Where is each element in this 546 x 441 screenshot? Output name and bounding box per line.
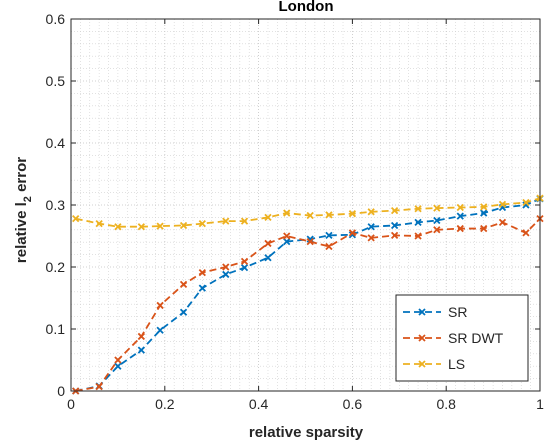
data-point-marker	[137, 332, 145, 341]
x-tick-label: 1	[536, 396, 544, 412]
data-point-marker	[433, 204, 441, 212]
data-point-marker	[480, 209, 488, 217]
y-axis-label-suffix: error	[13, 157, 30, 196]
data-point-marker	[522, 201, 530, 209]
data-point-marker	[240, 263, 249, 272]
y-tick-label: 0.2	[46, 259, 66, 275]
data-point-marker	[264, 213, 272, 222]
data-point-marker	[522, 229, 530, 237]
data-point-marker	[348, 210, 357, 218]
data-point-marker	[325, 242, 333, 251]
data-point-marker	[456, 224, 464, 233]
y-tick-label: 0.4	[46, 135, 66, 151]
data-point-marker	[414, 232, 422, 240]
data-point-marker	[283, 232, 291, 240]
data-point-marker	[418, 360, 426, 368]
data-point-marker	[390, 231, 399, 240]
data-point-marker	[179, 280, 188, 288]
data-point-marker	[367, 208, 375, 216]
x-tick-label: 0.8	[436, 396, 456, 412]
data-point-marker	[240, 217, 249, 225]
data-point-marker	[498, 218, 507, 226]
data-point-marker	[222, 263, 230, 271]
data-point-marker	[418, 334, 426, 342]
data-point-marker	[95, 383, 103, 391]
data-point-marker	[390, 221, 399, 230]
data-point-marker	[390, 206, 399, 215]
data-point-marker	[306, 237, 314, 246]
data-point-marker	[283, 237, 291, 246]
y-axis: 0 0.1 0.2 0.3 0.4 0.5 0.6	[46, 11, 540, 399]
legend-item: SR	[403, 304, 467, 320]
data-point-marker	[156, 222, 164, 230]
data-point-marker	[198, 219, 206, 228]
data-point-marker	[325, 211, 333, 219]
data-point-marker	[433, 226, 441, 234]
y-axis-label: relative l2 error	[13, 157, 34, 263]
data-point-marker	[264, 254, 272, 262]
data-point-marker	[137, 223, 145, 231]
data-point-marker	[264, 239, 272, 248]
data-point-marker	[156, 301, 164, 310]
data-point-marker	[456, 212, 464, 220]
data-point-marker	[306, 211, 314, 220]
legend-item: LS	[403, 356, 465, 372]
data-point-marker	[414, 218, 422, 226]
data-point-marker	[325, 231, 333, 240]
data-point-marker	[198, 268, 206, 277]
y-axis-label-subscript: 2	[22, 196, 34, 202]
data-point-marker	[114, 356, 122, 364]
data-point-marker	[498, 200, 507, 209]
data-point-marker	[240, 257, 249, 266]
data-point-marker	[433, 216, 441, 225]
data-point-marker	[522, 198, 530, 207]
y-tick-label: 0.1	[46, 321, 66, 337]
data-point-marker	[348, 229, 357, 237]
data-point-marker	[95, 219, 103, 228]
legend-label: LS	[448, 356, 465, 372]
y-tick-label: 0.6	[46, 11, 66, 27]
data-point-marker	[480, 224, 488, 233]
data-point-marker	[222, 217, 230, 225]
data-point-marker	[306, 235, 314, 243]
legend: SR SR DWT LS	[395, 294, 529, 382]
data-point-marker	[480, 203, 488, 211]
data-point-marker	[156, 326, 164, 334]
data-point-marker	[222, 270, 230, 279]
x-axis-label: relative sparsity	[249, 424, 364, 441]
y-tick-label: 0	[57, 383, 65, 399]
y-tick-label: 0.5	[46, 73, 66, 89]
x-tick-label: 0.4	[249, 396, 269, 412]
x-axis: 0 0.2 0.4 0.6 0.8 1	[67, 19, 544, 412]
data-point-marker	[179, 308, 188, 316]
legend-item: SR DWT	[403, 330, 504, 346]
x-tick-label: 0	[67, 396, 75, 412]
data-point-marker	[198, 284, 206, 292]
data-point-marker	[283, 209, 291, 217]
legend-label: SR	[448, 304, 467, 320]
y-tick-label: 0.3	[46, 197, 66, 213]
data-point-marker	[418, 308, 426, 316]
chart-title: London	[279, 0, 334, 15]
data-point-marker	[414, 205, 422, 213]
series-ls	[72, 194, 544, 231]
data-point-marker	[456, 203, 464, 212]
y-axis-label-prefix: relative l	[13, 202, 30, 263]
data-point-marker	[179, 221, 188, 230]
data-point-marker	[114, 362, 122, 370]
data-point-marker	[137, 346, 145, 354]
x-tick-label: 0.2	[155, 396, 175, 412]
legend-label: SR DWT	[448, 330, 504, 346]
data-point-marker	[72, 215, 80, 223]
data-point-marker	[367, 223, 375, 231]
data-point-marker	[114, 223, 122, 231]
x-tick-label: 0.6	[343, 396, 363, 412]
data-point-marker	[367, 234, 375, 242]
